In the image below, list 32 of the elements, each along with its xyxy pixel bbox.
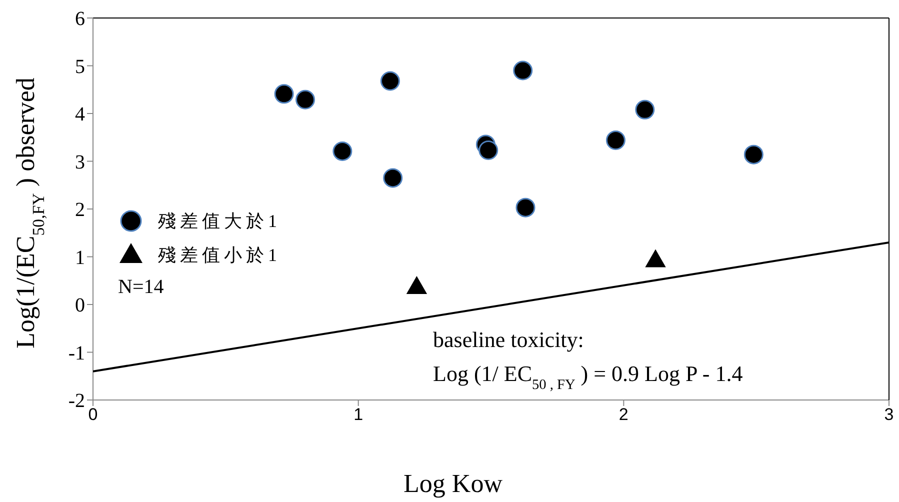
- point: [645, 249, 666, 268]
- annotation: baseline toxicity:: [433, 327, 584, 352]
- y-tick-label: 2: [75, 199, 85, 222]
- y-tick-label: 0: [75, 294, 85, 317]
- x-tick-label: 3: [884, 405, 894, 424]
- point: [383, 168, 403, 188]
- point: [516, 198, 536, 218]
- annotation: N=14: [118, 276, 164, 299]
- y-tick-label: 6: [75, 8, 85, 30]
- y-tick-label: 4: [75, 104, 85, 126]
- point: [744, 144, 764, 164]
- y-tick-label: -1: [68, 342, 85, 364]
- x-tick-label: 2: [618, 405, 628, 424]
- point: [296, 90, 316, 110]
- point: [274, 84, 294, 104]
- annotation: Log (1/ EC$_{50 , FY}$ ) = 0.9 Log P - 1.4: [433, 361, 743, 393]
- y-tick-label: 5: [75, 56, 85, 78]
- point: [606, 130, 626, 150]
- y-tick-label: 3: [75, 151, 85, 174]
- y-tick-label: 1: [75, 246, 85, 269]
- legend-label: 殘差值小於1: [158, 244, 281, 267]
- legend-label: 殘差值大於1: [158, 210, 281, 233]
- x-tick-label: 0: [88, 405, 98, 424]
- point: [635, 100, 655, 120]
- point: [513, 60, 533, 80]
- x-tick-label: 1: [354, 405, 364, 424]
- point: [380, 71, 400, 91]
- point: [406, 276, 428, 294]
- point: [332, 141, 352, 161]
- point: [478, 140, 498, 160]
- y-tick-label: -2: [68, 390, 85, 412]
- x-axis-title: Log Kow: [404, 469, 503, 498]
